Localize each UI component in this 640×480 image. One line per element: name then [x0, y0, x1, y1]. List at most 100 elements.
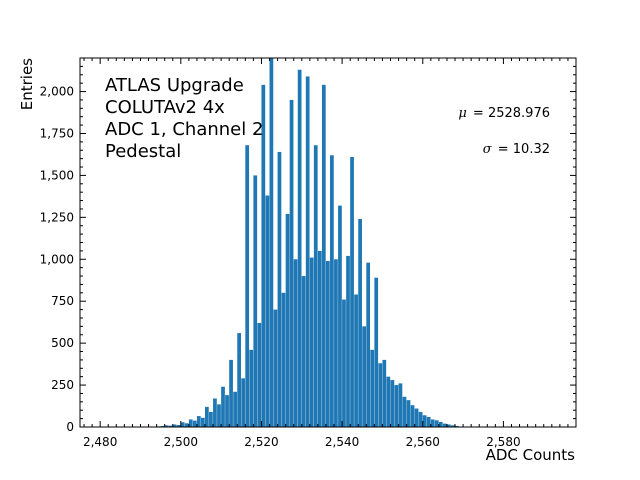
x-tick-label: 2,500	[164, 435, 198, 449]
x-tick-label: 2,540	[325, 435, 359, 449]
histogram-bar	[422, 415, 427, 427]
histogram-bar	[180, 422, 185, 427]
histogram-bar	[426, 416, 431, 427]
y-axis-label: Entries	[18, 58, 36, 110]
histogram-bar	[321, 84, 326, 427]
y-tick-label: 2,000	[40, 85, 74, 99]
histogram-bar	[346, 255, 350, 427]
mu-value: 2528.976	[488, 106, 550, 121]
histogram-bar	[277, 151, 282, 427]
histogram-bar	[370, 349, 375, 427]
histogram-bars	[140, 58, 459, 428]
histogram-bar	[374, 277, 379, 427]
histogram-bar	[209, 411, 213, 427]
y-tick-label: 0	[66, 420, 74, 434]
x-tick-label: 2,480	[83, 435, 117, 449]
histogram-bar	[164, 425, 169, 427]
histogram-bar	[221, 386, 225, 427]
histogram-bar	[354, 294, 358, 427]
histogram-bar	[410, 405, 415, 427]
histogram-bar	[269, 58, 274, 427]
histogram-bar	[293, 259, 298, 427]
histogram-bar	[233, 391, 237, 427]
histogram-bar	[205, 406, 209, 427]
histogram-bar	[334, 259, 338, 427]
histogram-bar	[309, 257, 314, 427]
histogram-bar	[325, 260, 330, 427]
histogram-bar	[168, 425, 173, 427]
y-tick-label: 1,250	[40, 210, 74, 224]
histogram-bar	[301, 276, 306, 427]
histogram-bar	[225, 395, 229, 427]
histogram-bar	[229, 359, 233, 427]
histogram-bar	[418, 411, 423, 427]
histogram-bar	[265, 195, 270, 427]
y-tick-label: 250	[51, 378, 74, 392]
histogram-bar	[398, 383, 403, 427]
histogram-bar	[297, 69, 302, 428]
histogram-bar	[253, 175, 258, 427]
histogram-bar	[386, 376, 391, 427]
histogram-bar	[455, 425, 459, 427]
histogram-bar	[414, 408, 419, 427]
histogram-bar	[305, 76, 310, 427]
histogram-bar	[442, 423, 447, 427]
sigma-value: 10.32	[513, 142, 550, 157]
sigma-symbol: σ	[483, 142, 493, 157]
histogram-bar	[192, 420, 197, 427]
histogram-bar	[273, 309, 278, 427]
histogram-bar	[200, 417, 205, 427]
histogram-bar	[446, 424, 451, 427]
plot-frame	[79, 57, 577, 428]
x-axis-label: ADC Counts	[486, 446, 576, 464]
y-tick-label: 1,750	[40, 126, 74, 140]
annotation-line-1: ATLAS Upgrade	[105, 75, 244, 96]
histogram-bar	[330, 155, 334, 427]
histogram-bar	[366, 262, 371, 427]
histogram-bar	[362, 326, 367, 427]
histogram-bar	[406, 400, 411, 427]
y-tick-label: 750	[51, 294, 74, 308]
annotation-line-2: COLUTAv2 4x	[105, 97, 225, 118]
histogram-bar	[382, 359, 387, 427]
histogram-bar	[257, 323, 262, 427]
annotation-line-3: ADC 1, Channel 2	[105, 119, 263, 140]
histogram-bar	[394, 385, 399, 427]
y-tick-label: 500	[51, 336, 74, 350]
histogram-bar	[434, 420, 439, 427]
histogram-bar	[313, 145, 318, 427]
sigma-stat: σ = 10.32	[483, 142, 550, 157]
histogram-bar	[358, 219, 362, 427]
histogram-bar	[438, 421, 443, 427]
histogram-bar	[237, 333, 241, 427]
mu-symbol: μ	[458, 106, 466, 121]
y-tick-label: 1,000	[40, 252, 74, 266]
histogram-bar	[261, 84, 266, 427]
histogram-bar	[245, 145, 250, 427]
histogram-bar	[217, 404, 221, 427]
histogram-bar	[378, 363, 383, 427]
annotation-line-4: Pedestal	[105, 141, 181, 162]
histogram-bar	[285, 213, 290, 427]
histogram-bar	[289, 99, 294, 428]
histogram-bar	[241, 378, 246, 427]
histogram-bar	[213, 398, 217, 427]
x-tick-label: 2,520	[244, 435, 278, 449]
mean-stat: μ = 2528.976	[458, 106, 550, 121]
x-tick-label: 2,560	[406, 435, 440, 449]
y-tick-label: 1,500	[40, 168, 74, 182]
histogram-bar	[188, 419, 193, 427]
histogram-bar	[281, 292, 286, 427]
histogram-bar	[390, 380, 395, 427]
histogram-bar	[176, 424, 181, 427]
histogram-bar	[342, 299, 346, 427]
histogram-bar	[172, 424, 177, 427]
histogram-bar	[402, 396, 407, 427]
histogram-bar	[160, 425, 165, 427]
histogram-bar	[184, 423, 189, 427]
histogram-bar	[317, 250, 322, 427]
histogram-bar	[430, 419, 435, 427]
histogram-bar	[450, 425, 455, 427]
